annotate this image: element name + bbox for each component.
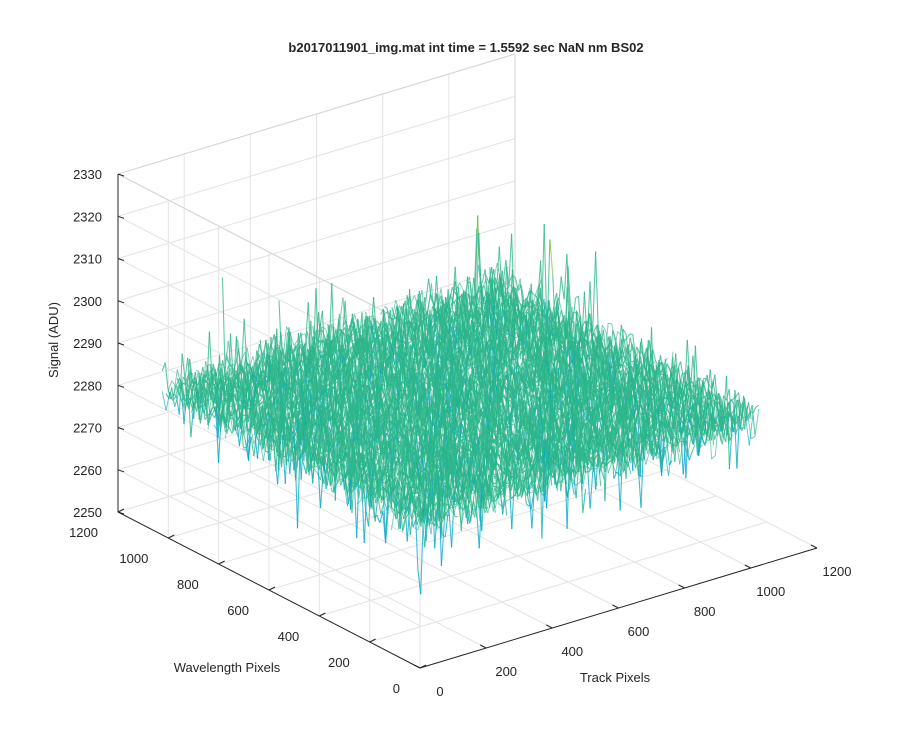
surface-segment (641, 380, 646, 398)
grid-line (117, 138, 516, 259)
surface-segment (559, 320, 563, 330)
grid-line (369, 521, 767, 643)
surface-segment (563, 254, 568, 300)
surface-segment (626, 333, 631, 339)
surface-segment (694, 345, 699, 400)
grid-line (319, 495, 717, 617)
surface-segment (755, 404, 760, 408)
surface-segment (575, 295, 579, 299)
grid-line (117, 264, 516, 386)
surface-segment (709, 369, 714, 404)
surface-segment (680, 361, 684, 380)
surface-segment (691, 444, 696, 453)
surface-segment (478, 232, 483, 307)
surface-mesh (161, 215, 760, 595)
surface-segment (485, 274, 490, 284)
surface-segment (738, 399, 743, 409)
surface-segment (582, 489, 587, 513)
surface-segment (688, 452, 693, 461)
grid-line (117, 349, 516, 471)
surface-segment (537, 260, 542, 304)
grid-line (117, 180, 516, 302)
surface-segment (587, 327, 592, 340)
grid-line (117, 427, 421, 584)
surface-segment (659, 355, 664, 377)
surface-segment (557, 276, 562, 311)
surface-segment (576, 323, 581, 335)
surface-segment (744, 405, 749, 430)
surface-segment (589, 468, 594, 509)
surface-segment (567, 265, 572, 316)
surface-segment (553, 292, 558, 306)
surface-segment (701, 437, 706, 446)
grid-line (268, 469, 667, 591)
surface-segment (628, 354, 633, 372)
surface-segment (721, 432, 726, 445)
surface-segment (652, 349, 657, 362)
surface-segment (629, 333, 633, 335)
chart-title: b2017011901_img.mat int time = 1.5592 se… (288, 40, 643, 55)
surface-segment (730, 399, 735, 405)
surface-segment (629, 337, 634, 350)
surface-segment (627, 462, 632, 475)
box-edge (117, 53, 516, 175)
surface-segment (728, 422, 733, 470)
surface-segment (481, 269, 486, 284)
surface-segment (572, 311, 576, 314)
surface-segment (592, 251, 597, 332)
surface-segment (508, 233, 513, 285)
surface-segment (483, 296, 487, 300)
surface-segment (735, 392, 740, 398)
surface-segment (691, 345, 696, 411)
surface-segment (566, 254, 571, 319)
surface-segment (584, 339, 589, 351)
surface-segment (560, 276, 565, 300)
surface-segment (703, 374, 708, 384)
surface-segment (748, 404, 753, 418)
surface-segment (384, 306, 388, 309)
surface-segment (622, 328, 627, 335)
surface-segment (425, 278, 430, 302)
surface-segment (752, 406, 757, 414)
surface-segment (505, 266, 510, 317)
surface-segment (595, 251, 599, 335)
surface-segment (751, 405, 756, 435)
grid-line (117, 95, 516, 217)
grid-line (117, 469, 421, 627)
surface-segment (520, 285, 525, 302)
surface-segment (473, 228, 478, 301)
surface-segment (549, 239, 554, 276)
surface-segment (729, 434, 733, 441)
surface-segment (747, 402, 752, 419)
grid-line (117, 222, 516, 344)
box-edge (117, 173, 421, 331)
surface-segment (718, 429, 723, 445)
surface-segment (483, 291, 488, 311)
surface-segment (480, 298, 485, 315)
surface-segment (639, 350, 643, 355)
surface-segment (726, 417, 731, 441)
surface-segment (699, 382, 704, 395)
